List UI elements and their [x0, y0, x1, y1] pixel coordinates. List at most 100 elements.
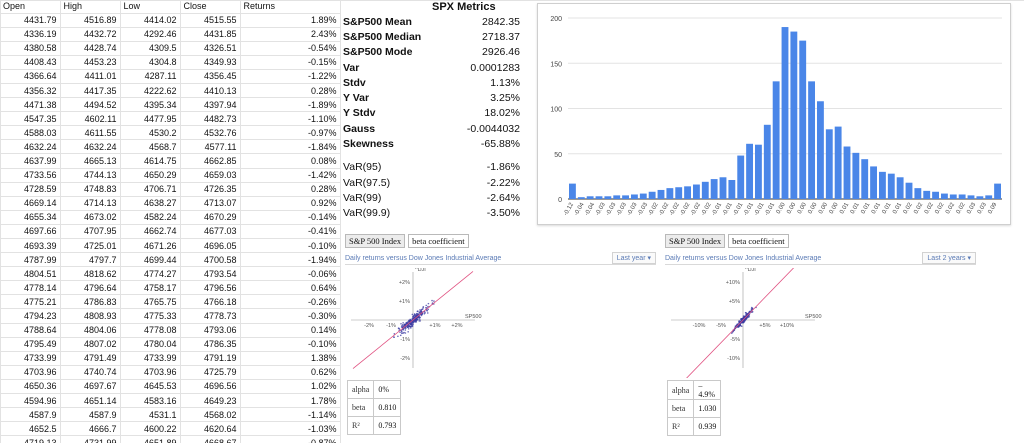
cell-returns[interactable]: -1.22%	[240, 69, 341, 84]
cell-open[interactable]: 4471.38	[0, 97, 61, 113]
cell-high[interactable]: 4666.7	[60, 421, 121, 437]
cell-returns[interactable]: -1.03%	[240, 421, 341, 437]
cell-close[interactable]: 4726.35	[180, 182, 241, 197]
cell-open[interactable]: 4431.79	[0, 13, 61, 28]
cell-open[interactable]: 4733.99	[0, 351, 61, 366]
metric-value[interactable]: -2.22%	[486, 176, 520, 189]
metric-label[interactable]: Stdv	[343, 76, 366, 89]
header-close[interactable]: Close	[180, 0, 241, 14]
cell-high[interactable]: 4707.95	[60, 224, 121, 240]
histogram-bar[interactable]	[976, 196, 984, 199]
cell-high[interactable]: 4611.55	[60, 125, 121, 141]
cell-low[interactable]: 4671.26	[120, 238, 181, 254]
period-dropdown[interactable]: Last year ▾	[611, 252, 656, 264]
cell-high[interactable]: 4807.02	[60, 337, 121, 352]
cell-close[interactable]: 4431.85	[180, 27, 241, 42]
cell-close[interactable]: 4796.56	[180, 280, 241, 296]
metric-label[interactable]: S&P500 Mode	[343, 46, 413, 59]
header-high[interactable]: High	[60, 0, 121, 14]
metric-value[interactable]: 1.13%	[490, 76, 520, 89]
cell-returns[interactable]: -0.26%	[240, 294, 341, 310]
cell-open[interactable]: 4547.35	[0, 111, 61, 127]
metric-value[interactable]: -3.50%	[486, 207, 520, 220]
histogram-bar[interactable]	[861, 159, 869, 199]
cell-low[interactable]: 4733.99	[120, 351, 181, 366]
histogram-bar[interactable]	[737, 155, 745, 199]
cell-open[interactable]: 4804.51	[0, 266, 61, 282]
histogram-bar[interactable]	[967, 195, 975, 199]
cell-open[interactable]: 4380.58	[0, 41, 61, 56]
histogram-bar[interactable]	[569, 183, 576, 199]
cell-returns[interactable]: 0.14%	[240, 323, 341, 338]
cell-close[interactable]: 4620.64	[180, 421, 241, 437]
cell-open[interactable]: 4794.23	[0, 308, 61, 324]
cell-close[interactable]: 4326.51	[180, 41, 241, 56]
metric-label[interactable]: Y Var	[343, 92, 370, 105]
cell-returns[interactable]: 1.02%	[240, 379, 341, 395]
cell-returns[interactable]: -0.10%	[240, 337, 341, 352]
cell-high[interactable]: 4744.13	[60, 168, 121, 183]
cell-close[interactable]: 4713.07	[180, 196, 241, 211]
cell-close[interactable]: 4577.11	[180, 139, 241, 155]
histogram-bar[interactable]	[604, 196, 612, 199]
period-dropdown[interactable]: Last 2 years ▾	[922, 252, 976, 264]
cell-close[interactable]: 4397.94	[180, 97, 241, 113]
cell-high[interactable]: 4697.67	[60, 379, 121, 395]
cell-open[interactable]: 4356.32	[0, 83, 61, 99]
cell-close[interactable]: 4725.79	[180, 365, 241, 380]
cell-high[interactable]: 4791.49	[60, 351, 121, 366]
cell-low[interactable]: 4651.89	[120, 435, 181, 443]
cell-returns[interactable]: 1.89%	[240, 13, 341, 28]
metric-label[interactable]: VaR(95)	[343, 161, 382, 174]
histogram-bar[interactable]	[613, 195, 621, 199]
histogram-bar[interactable]	[817, 101, 824, 199]
cell-returns[interactable]: -0.97%	[240, 125, 341, 141]
cell-low[interactable]: 4780.04	[120, 337, 181, 352]
cell-low[interactable]: 4477.95	[120, 111, 181, 127]
cell-returns[interactable]: 0.28%	[240, 182, 341, 197]
histogram-bar[interactable]	[870, 166, 877, 199]
cell-high[interactable]: 4673.02	[60, 210, 121, 225]
cell-low[interactable]: 4292.46	[120, 27, 181, 42]
histogram-bar[interactable]	[657, 189, 665, 199]
cell-high[interactable]: 4665.13	[60, 153, 121, 169]
metric-value[interactable]: -0.0044032	[466, 122, 520, 135]
cell-high[interactable]: 4516.89	[60, 13, 121, 28]
tab-sp500-index[interactable]: S&P 500 Index	[345, 234, 406, 248]
cell-returns[interactable]: 2.43%	[240, 27, 341, 42]
histogram-bar[interactable]	[631, 194, 638, 199]
histogram-bar[interactable]	[949, 194, 957, 199]
cell-close[interactable]: 4677.03	[180, 224, 241, 240]
cell-low[interactable]: 4582.24	[120, 210, 181, 225]
cell-open[interactable]: 4728.59	[0, 182, 61, 197]
histogram-bar[interactable]	[985, 195, 993, 199]
cell-low[interactable]: 4395.34	[120, 97, 181, 113]
cell-returns[interactable]: 0.08%	[240, 153, 341, 169]
cell-open[interactable]: 4366.64	[0, 69, 61, 84]
cell-high[interactable]: 4453.23	[60, 55, 121, 70]
cell-open[interactable]: 4637.99	[0, 153, 61, 169]
cell-open[interactable]: 4787.99	[0, 252, 61, 268]
cell-returns[interactable]: -0.06%	[240, 266, 341, 282]
cell-open[interactable]: 4655.34	[0, 210, 61, 225]
cell-high[interactable]: 4731.99	[60, 435, 121, 443]
cell-returns[interactable]: -0.30%	[240, 308, 341, 324]
cell-returns[interactable]: -0.87%	[240, 435, 341, 443]
cell-returns[interactable]: -1.10%	[240, 111, 341, 127]
cell-low[interactable]: 4568.7	[120, 139, 181, 155]
cell-high[interactable]: 4651.14	[60, 393, 121, 409]
cell-returns[interactable]: -1.42%	[240, 168, 341, 183]
cell-returns[interactable]: -1.94%	[240, 252, 341, 268]
metric-value[interactable]: 2926.46	[482, 46, 520, 59]
histogram-bar[interactable]	[675, 187, 683, 199]
cell-open[interactable]: 4719.13	[0, 435, 61, 443]
header-returns[interactable]: Returns	[240, 0, 341, 14]
cell-high[interactable]: 4432.72	[60, 27, 121, 42]
cell-low[interactable]: 4638.27	[120, 196, 181, 211]
metric-value[interactable]: -1.86%	[486, 161, 520, 174]
cell-high[interactable]: 4417.35	[60, 83, 121, 99]
cell-low[interactable]: 4309.5	[120, 41, 181, 56]
histogram-bar[interactable]	[755, 144, 762, 199]
cell-low[interactable]: 4531.1	[120, 407, 181, 423]
histogram-bar[interactable]	[896, 177, 904, 199]
